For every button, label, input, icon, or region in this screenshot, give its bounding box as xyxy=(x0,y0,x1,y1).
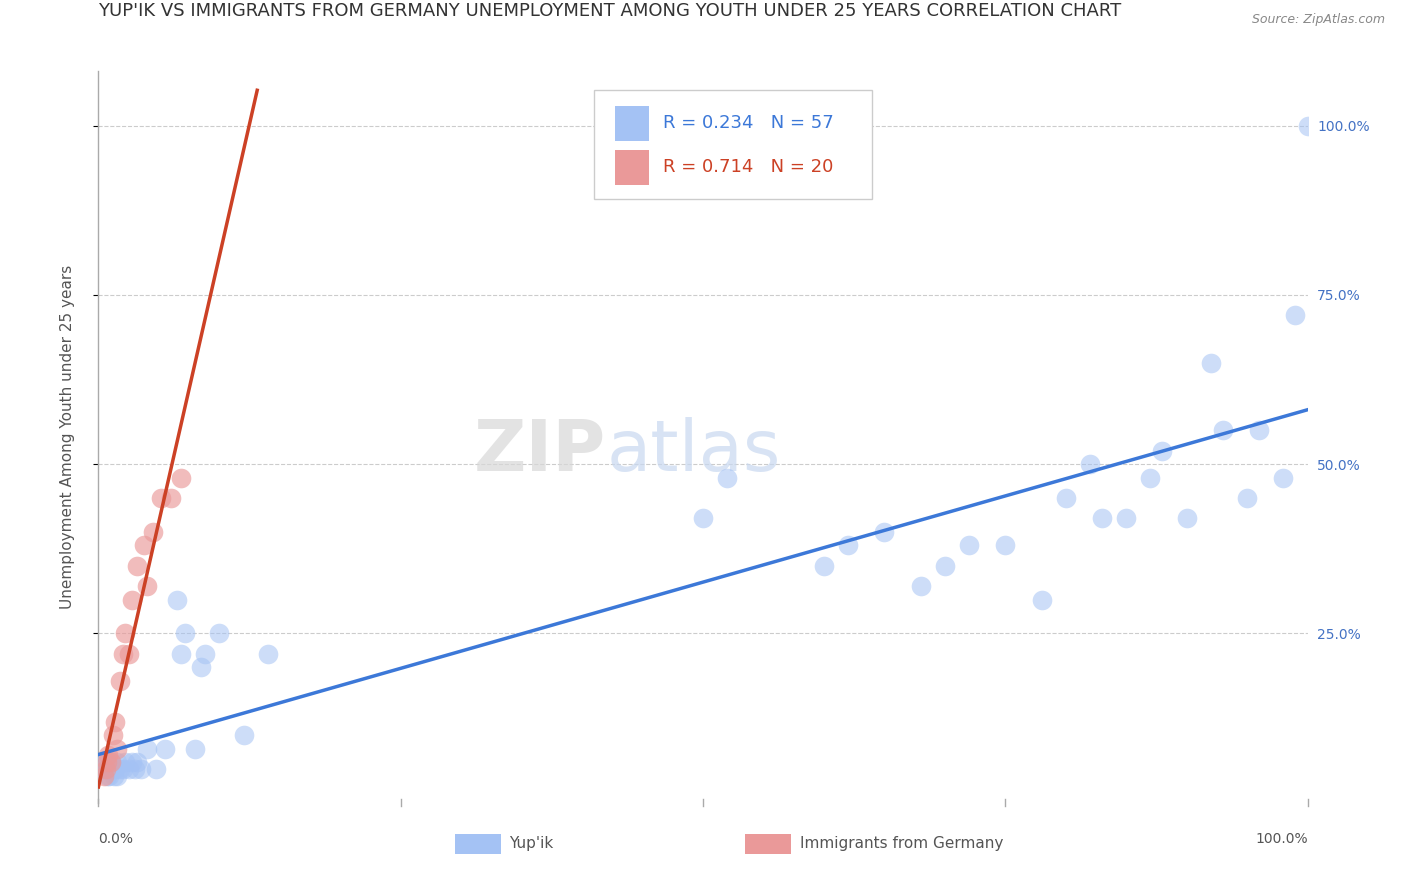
Point xyxy=(837,538,859,552)
Point xyxy=(1152,443,1174,458)
Point xyxy=(118,762,141,776)
Point xyxy=(134,538,156,552)
FancyBboxPatch shape xyxy=(456,833,501,854)
Point xyxy=(716,471,738,485)
Text: Source: ZipAtlas.com: Source: ZipAtlas.com xyxy=(1251,13,1385,27)
Point xyxy=(124,762,146,776)
Text: atlas: atlas xyxy=(606,417,780,486)
Point xyxy=(150,491,173,505)
FancyBboxPatch shape xyxy=(595,90,872,200)
Point xyxy=(208,626,231,640)
Point xyxy=(169,471,191,485)
Point xyxy=(145,762,167,776)
Y-axis label: Unemployment Among Youth under 25 years: Unemployment Among Youth under 25 years xyxy=(60,265,75,609)
Point xyxy=(114,755,136,769)
Point xyxy=(105,741,128,756)
Point xyxy=(1139,471,1161,485)
Point xyxy=(93,762,115,776)
Point xyxy=(108,673,131,688)
FancyBboxPatch shape xyxy=(614,150,648,185)
Point xyxy=(127,558,149,573)
Point xyxy=(111,762,134,776)
Point xyxy=(98,769,121,783)
Text: Immigrants from Germany: Immigrants from Germany xyxy=(800,837,1002,851)
Point xyxy=(97,762,120,776)
Point xyxy=(232,728,254,742)
Point xyxy=(100,755,122,769)
Point xyxy=(101,762,124,776)
Point xyxy=(96,769,118,783)
Point xyxy=(169,647,191,661)
FancyBboxPatch shape xyxy=(745,833,792,854)
Point xyxy=(104,762,127,776)
Text: R = 0.234   N = 57: R = 0.234 N = 57 xyxy=(664,114,834,132)
Point xyxy=(1031,592,1053,607)
Point xyxy=(118,647,141,661)
Point xyxy=(1236,491,1258,505)
Point xyxy=(108,762,131,776)
Text: 100.0%: 100.0% xyxy=(1256,832,1308,846)
Point xyxy=(813,558,835,573)
Point xyxy=(692,511,714,525)
Point xyxy=(104,714,127,729)
Point xyxy=(1199,355,1222,369)
Point xyxy=(1296,119,1319,133)
Text: YUP'IK VS IMMIGRANTS FROM GERMANY UNEMPLOYMENT AMONG YOUTH UNDER 25 YEARS CORREL: YUP'IK VS IMMIGRANTS FROM GERMANY UNEMPL… xyxy=(98,2,1122,21)
Text: R = 0.714   N = 20: R = 0.714 N = 20 xyxy=(664,158,834,177)
Point xyxy=(1054,491,1077,505)
Point xyxy=(184,741,207,756)
Point xyxy=(127,755,149,769)
Point xyxy=(114,626,136,640)
Point xyxy=(957,538,980,552)
Point xyxy=(1272,471,1295,485)
Text: ZIP: ZIP xyxy=(474,417,606,486)
Point xyxy=(121,592,143,607)
Point xyxy=(153,741,176,756)
Point xyxy=(135,579,157,593)
Point xyxy=(873,524,896,539)
Text: 0.0%: 0.0% xyxy=(98,832,134,846)
Point xyxy=(121,755,143,769)
Point xyxy=(1284,308,1306,322)
Text: Yup'ik: Yup'ik xyxy=(509,837,554,851)
Point xyxy=(160,491,183,505)
Point xyxy=(97,748,120,763)
Point xyxy=(1175,511,1198,525)
Point xyxy=(934,558,956,573)
Point xyxy=(910,579,932,593)
Point xyxy=(100,755,122,769)
Point xyxy=(194,647,217,661)
Point xyxy=(1249,423,1271,437)
Point xyxy=(174,626,197,640)
Point xyxy=(135,741,157,756)
Point xyxy=(93,769,115,783)
Point xyxy=(994,538,1017,552)
Point xyxy=(166,592,188,607)
Point xyxy=(1115,511,1137,525)
Point xyxy=(129,762,152,776)
Point xyxy=(103,769,125,783)
Point xyxy=(256,647,278,661)
Point xyxy=(1091,511,1114,525)
Point xyxy=(96,755,118,769)
Point xyxy=(142,524,165,539)
Point xyxy=(100,762,122,776)
Point xyxy=(105,755,128,769)
Point xyxy=(1078,457,1101,471)
Point xyxy=(101,728,124,742)
Point xyxy=(105,769,128,783)
Point xyxy=(94,762,117,776)
Point xyxy=(97,755,120,769)
Point xyxy=(1212,423,1234,437)
Point xyxy=(190,660,212,674)
Point xyxy=(111,647,134,661)
Point xyxy=(93,755,115,769)
FancyBboxPatch shape xyxy=(614,106,648,141)
